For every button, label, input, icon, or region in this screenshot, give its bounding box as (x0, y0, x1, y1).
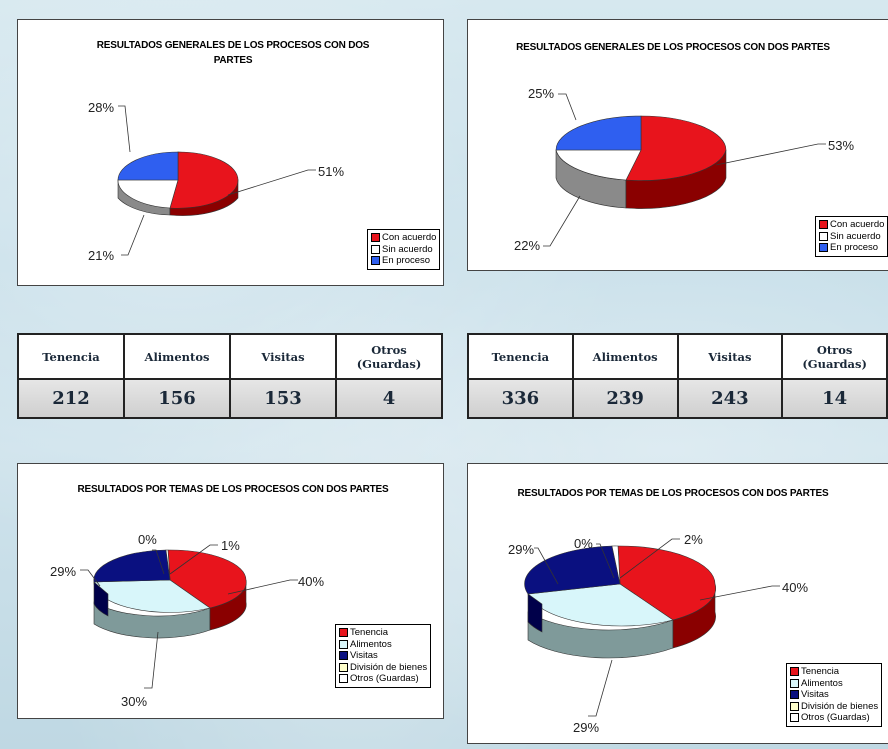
table-cell: 336 (467, 378, 574, 419)
pie-slice-en-proceso (117, 151, 179, 181)
stats-table-2: Tenencia Alimentos Visitas Otros (Guarda… (467, 333, 888, 419)
data-label-tenencia: 40% (298, 574, 324, 589)
legend-item: Tenencia (790, 666, 878, 678)
legend-item: Otros (Guardas) (339, 673, 427, 685)
data-label-alimentos: 30% (121, 694, 147, 709)
table-cell: 212 (17, 378, 125, 419)
table-cell: 153 (229, 378, 337, 419)
data-label-sin-acuerdo: 22% (514, 238, 540, 253)
chart-panel-temas-1: RESULTADOS POR TEMAS DE LOS PROCESOS CON… (17, 463, 444, 719)
table-header: Alimentos (571, 333, 679, 380)
table-header: Otros (Guardas) (781, 333, 888, 380)
pie-chart (117, 151, 239, 216)
table-cell: 156 (123, 378, 231, 419)
chart-panel-general-2: RESULTADOS GENERALES DE LOS PROCESOS CON… (467, 19, 888, 271)
legend-item: En proceso (371, 255, 436, 267)
data-label-otros: 2% (684, 532, 703, 547)
chart-title: RESULTADOS POR TEMAS DE LOS PROCESOS CON… (78, 484, 389, 495)
data-label-sin-acuerdo: 21% (88, 248, 114, 263)
legend-item: Sin acuerdo (371, 244, 436, 256)
pie-slice-sin-acuerdo (117, 179, 179, 209)
legend: Tenencia Alimentos Visitas División de b… (335, 624, 432, 688)
table-cell: 4 (335, 378, 443, 419)
legend-item: Con acuerdo (371, 232, 436, 244)
chart-title-line2: PARTES (214, 55, 253, 66)
table-cell: 14 (781, 378, 888, 419)
data-label-division: 0% (138, 532, 157, 547)
pie-chart (524, 545, 716, 659)
pie-chart (555, 115, 727, 209)
legend-item: Tenencia (339, 627, 427, 639)
legend-item: En proceso (819, 242, 884, 254)
data-label-division: 0% (574, 536, 593, 551)
data-label-con-acuerdo: 53% (828, 138, 854, 153)
pie-chart (93, 549, 247, 639)
chart-title: RESULTADOS GENERALES DE LOS PROCESOS CON… (516, 42, 830, 53)
data-label-otros: 1% (221, 538, 240, 553)
legend-item: Visitas (339, 650, 427, 662)
table-header: Otros (Guardas) (335, 333, 443, 380)
chart-title: RESULTADOS GENERALES DE LOS PROCESOS CON… (97, 40, 370, 51)
legend: Con acuerdo Sin acuerdo En proceso (367, 229, 441, 270)
legend-item: División de bienes (790, 701, 878, 713)
data-label-alimentos: 29% (573, 720, 599, 735)
data-label-en-proceso: 25% (528, 86, 554, 101)
chart-panel-temas-2: RESULTADOS POR TEMAS DE LOS PROCESOS CON… (467, 463, 888, 744)
data-label-tenencia: 40% (782, 580, 808, 595)
table-cell: 239 (571, 378, 679, 419)
chart-panel-general-1: RESULTADOS GENERALES DE LOS PROCESOS CON… (17, 19, 444, 286)
table-header: Alimentos (123, 333, 231, 380)
legend-item: Alimentos (339, 639, 427, 651)
table-header: Tenencia (467, 333, 574, 380)
legend-item: Con acuerdo (819, 219, 884, 231)
data-label-visitas: 29% (50, 564, 76, 579)
table-cell: 243 (676, 378, 784, 419)
legend-item: Visitas (790, 689, 878, 701)
data-label-visitas: 29% (508, 542, 534, 557)
table-header: Tenencia (17, 333, 125, 380)
table-header: Visitas (676, 333, 784, 380)
chart-title: RESULTADOS POR TEMAS DE LOS PROCESOS CON… (518, 488, 829, 499)
pie-slice-con-acuerdo-top (169, 151, 239, 209)
legend: Con acuerdo Sin acuerdo En proceso (815, 216, 888, 257)
legend-item: Alimentos (790, 678, 878, 690)
legend-item: Otros (Guardas) (790, 712, 878, 724)
table-header: Visitas (229, 333, 337, 380)
legend-item: Sin acuerdo (819, 231, 884, 243)
stats-table-1: Tenencia Alimentos Visitas Otros (Guarda… (17, 333, 443, 419)
legend-item: División de bienes (339, 662, 427, 674)
data-label-con-acuerdo: 51% (318, 164, 344, 179)
legend: Tenencia Alimentos Visitas División de b… (786, 663, 883, 727)
data-label-en-proceso: 28% (88, 100, 114, 115)
